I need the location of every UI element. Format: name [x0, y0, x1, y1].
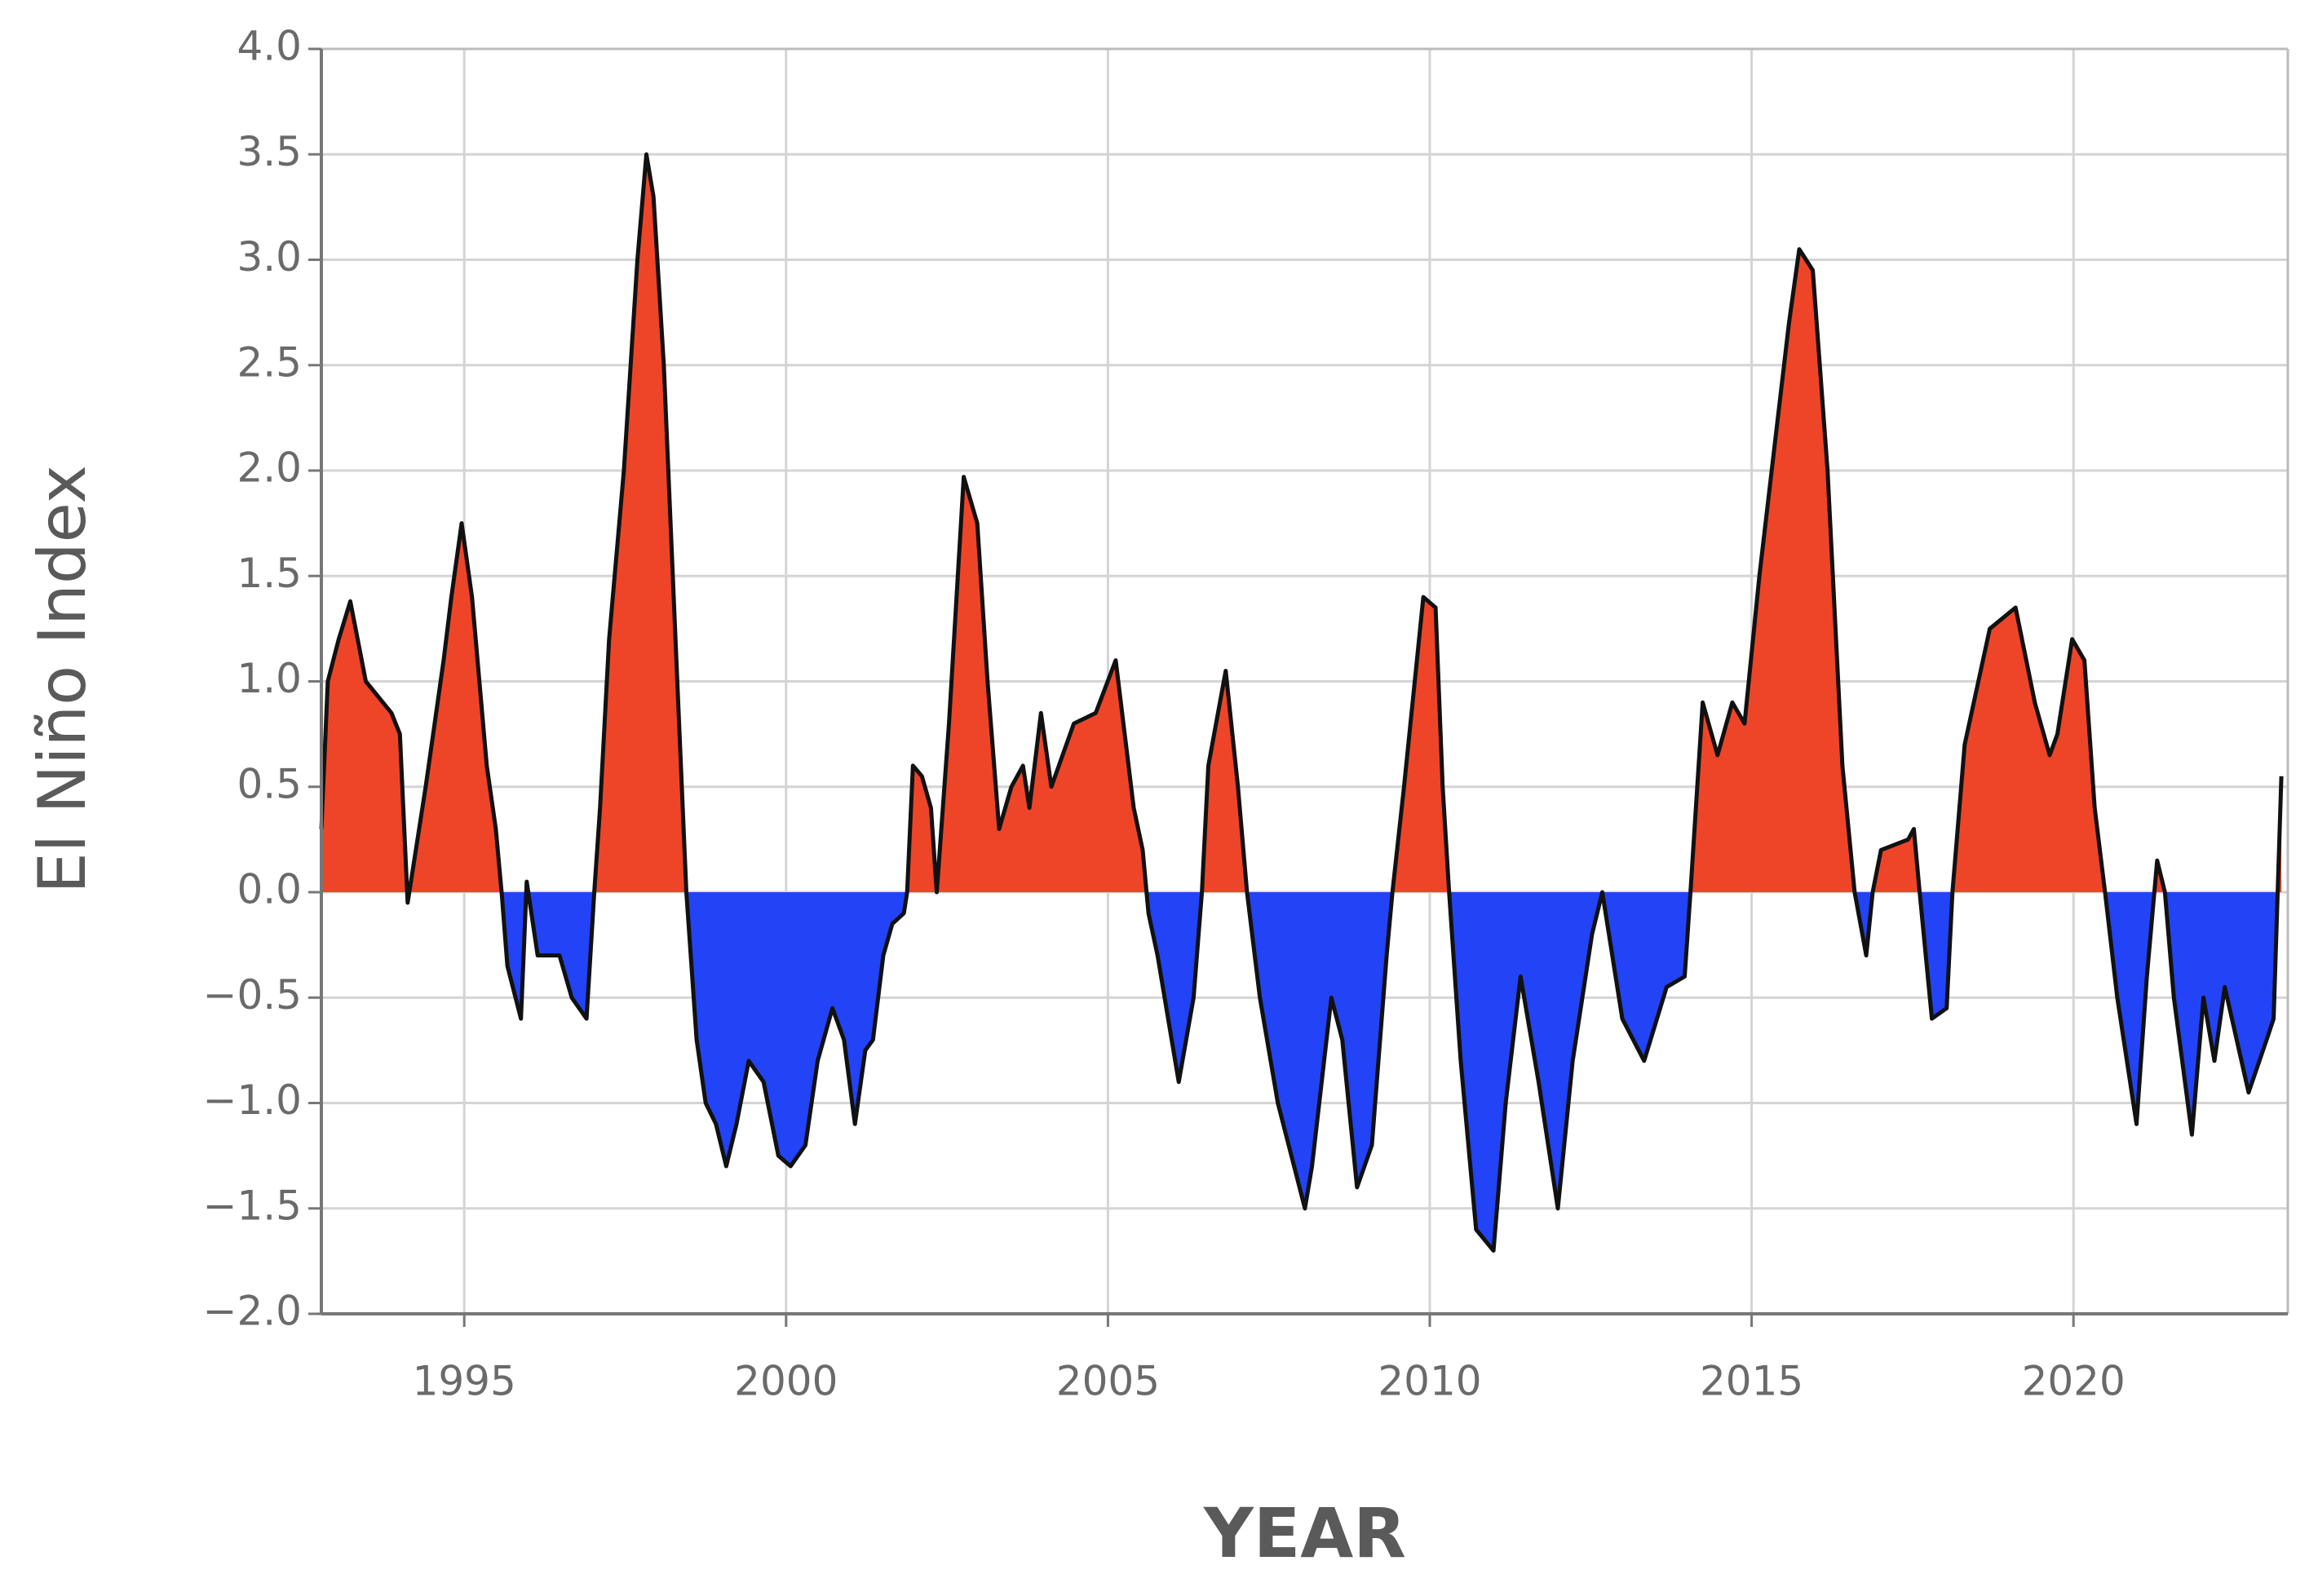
- x-tick-label: 2010: [1378, 1358, 1481, 1405]
- y-tick-label: 0.5: [237, 760, 302, 807]
- y-tick-label: 1.0: [237, 655, 302, 702]
- y-tick-label: 2.5: [237, 338, 302, 386]
- x-tick-label: 2015: [1700, 1358, 1803, 1405]
- y-tick-label: 0.0: [237, 866, 302, 913]
- y-tick-label: −1.5: [203, 1182, 302, 1229]
- index-line: [319, 152, 2284, 1253]
- y-tick-label: −1.0: [203, 1077, 302, 1124]
- y-axis-title: El Niño Index: [24, 465, 100, 894]
- y-tick-label: 2.0: [237, 444, 302, 492]
- y-tick-label: 1.5: [237, 550, 302, 597]
- x-tick-label: 2005: [1056, 1358, 1160, 1405]
- area: [321, 154, 2282, 1251]
- y-tick-label: −0.5: [203, 971, 302, 1019]
- x-tick-label: 2000: [734, 1358, 838, 1405]
- x-axis-title: YEAR: [1203, 1493, 1406, 1573]
- y-tick-label: 3.0: [237, 233, 302, 281]
- y-tick-label: 3.5: [237, 128, 302, 175]
- x-tick-label: 2020: [2022, 1358, 2126, 1405]
- y-tick-label: −2.0: [203, 1288, 302, 1335]
- y-tick-label: 4.0: [237, 23, 302, 70]
- x-tick-label: 1995: [413, 1358, 516, 1405]
